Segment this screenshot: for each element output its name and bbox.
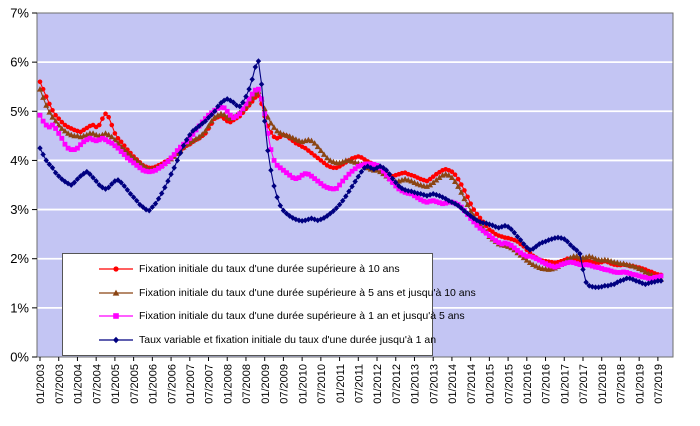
plot-border (36, 12, 674, 358)
x-tick-label: 07/2017 (578, 364, 590, 404)
legend-item-5-a-10-ans: Fixation initiale du taux d'une durée su… (99, 282, 476, 304)
legend-item-1-a-5-ans: Fixation initiale du taux d'une durée su… (99, 305, 465, 327)
y-tick-label: 4% (10, 153, 29, 168)
legend-label: Fixation initiale du taux d'une durée su… (139, 286, 476, 299)
legend-marker-navy-diamond (99, 336, 133, 344)
legend-item-taux-variable: Taux variable et fixation initiale du ta… (99, 329, 436, 351)
x-tick-label: 01/2008 (222, 364, 234, 404)
x-tick-label: 01/2005 (110, 364, 122, 404)
y-tick-label: 2% (10, 251, 29, 266)
x-tick-label: 07/2018 (616, 364, 628, 404)
x-tick-label: 01/2012 (372, 364, 384, 404)
x-tick-label: 07/2013 (428, 364, 440, 404)
x-tick-label: 01/2019 (634, 364, 646, 404)
x-tick-label: 01/2015 (485, 364, 497, 404)
series-3 (37, 58, 664, 291)
x-tick-label: 07/2012 (391, 364, 403, 404)
y-tick-label: 1% (10, 300, 29, 315)
x-tick-label: 01/2017 (559, 364, 571, 404)
x-tick-label: 01/2003 (35, 364, 47, 404)
x-tick-label: 01/2010 (297, 364, 309, 404)
x-tick-label: 07/2015 (503, 364, 515, 404)
x-tick-label: 07/2007 (204, 364, 216, 404)
legend-label: Fixation initiale du taux d'une durée su… (139, 310, 465, 323)
x-tick-label: 07/2009 (279, 364, 291, 404)
y-tick-label: 5% (10, 104, 29, 119)
x-tick-label: 07/2019 (653, 364, 665, 404)
legend-item-sup-10-ans: Fixation initiale du taux d'une durée su… (99, 258, 432, 280)
x-tick-label: 01/2006 (148, 364, 160, 404)
x-axis: 01/2003 07/2003 01/2004 07/2004 01/2005 07/20… (35, 357, 665, 404)
x-tick-label: 07/2003 (54, 364, 66, 404)
x-tick-label: 01/2007 (185, 364, 197, 404)
x-tick-label: 07/2005 (129, 364, 141, 404)
x-tick-label: 07/2008 (241, 364, 253, 404)
x-tick-label: 01/2013 (410, 364, 422, 404)
x-tick-label: 01/2014 (447, 364, 459, 404)
x-tick-label: 01/2016 (522, 364, 534, 404)
legend-marker-magenta-square (99, 313, 133, 320)
legend-marker-brown-triangle (99, 289, 133, 296)
y-tick-label: 3% (10, 202, 29, 217)
x-tick-label: 07/2004 (91, 364, 103, 404)
legend-label: Taux variable et fixation initiale du ta… (139, 334, 437, 347)
x-tick-label: 01/2018 (597, 364, 609, 404)
x-tick-label: 01/2004 (73, 364, 85, 404)
y-tick-label: 7% (10, 6, 29, 21)
legend-label: Fixation initiale du taux d'une durée su… (139, 262, 400, 275)
x-tick-label: 07/2014 (466, 364, 478, 404)
legend-marker-red-circle (99, 266, 133, 272)
x-tick-label: 01/2011 (335, 364, 347, 403)
legend: Fixation initiale du taux d'une durée su… (62, 253, 476, 356)
x-tick-label: 07/2010 (316, 364, 328, 404)
x-tick-label: 07/2016 (541, 364, 553, 404)
x-tick-label: 07/2011 (354, 364, 366, 403)
y-tick-label: 0% (10, 350, 29, 365)
y-tick-label: 6% (10, 55, 29, 70)
x-tick-label: 07/2006 (166, 364, 178, 404)
y-axis: 0% 1% 2% 3% 4% 5% 6% 7% (10, 6, 37, 365)
x-tick-label: 01/2009 (260, 364, 272, 404)
